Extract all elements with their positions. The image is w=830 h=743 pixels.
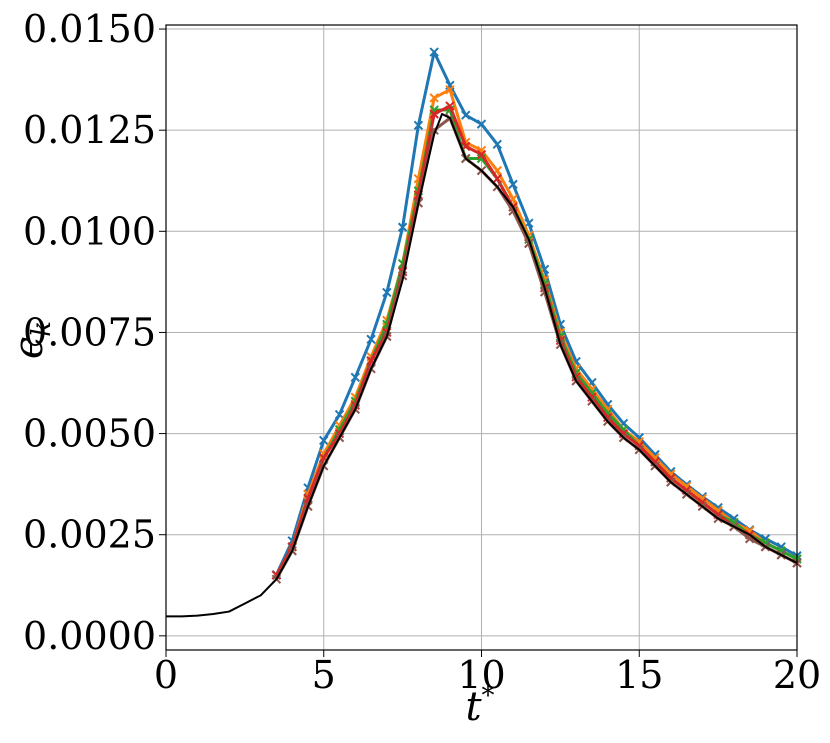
marker xyxy=(445,85,455,95)
y-tick-label: 0.0025 xyxy=(23,513,156,557)
marker xyxy=(461,110,471,120)
marker xyxy=(350,372,361,383)
y-tick-label: 0.0050 xyxy=(23,412,156,456)
series-line xyxy=(166,112,798,618)
marker xyxy=(413,120,424,131)
x-label-sup: * xyxy=(482,681,495,711)
x-tick-label: 15 xyxy=(615,653,663,697)
series-line xyxy=(275,50,798,576)
marker xyxy=(476,119,487,129)
x-label-symbol: t xyxy=(465,684,482,730)
x-tick-label: 10 xyxy=(457,653,505,697)
y-tick-label: 0.0075 xyxy=(23,310,156,354)
marker xyxy=(429,47,439,57)
marker xyxy=(397,222,408,232)
marker xyxy=(492,139,502,150)
y-tick-label: 0.0150 xyxy=(23,7,156,51)
x-tick-label: 20 xyxy=(773,653,821,697)
marker xyxy=(366,334,376,345)
y-label-symbol: ϵ xyxy=(6,337,52,359)
x-axis-label: t* xyxy=(465,681,494,730)
series-line xyxy=(275,108,798,576)
marker xyxy=(382,287,392,298)
marker xyxy=(508,179,518,190)
marker xyxy=(334,409,345,420)
marker xyxy=(429,93,439,103)
marker xyxy=(429,109,439,119)
y-tick-label: 0.0125 xyxy=(23,108,156,152)
marker xyxy=(492,174,502,184)
x-tick-label: 5 xyxy=(312,653,336,697)
x-tick-label: 0 xyxy=(154,653,178,697)
marker xyxy=(476,149,487,160)
plot-frame xyxy=(165,24,798,651)
marker xyxy=(445,101,455,111)
marker xyxy=(319,435,329,446)
y-tick-label: 0.0000 xyxy=(23,614,156,658)
y-tick-label: 0.0100 xyxy=(23,209,156,253)
series-line xyxy=(275,104,798,576)
y-label-sub: k xyxy=(27,321,57,337)
y-axis-label: ϵk xyxy=(6,321,57,359)
